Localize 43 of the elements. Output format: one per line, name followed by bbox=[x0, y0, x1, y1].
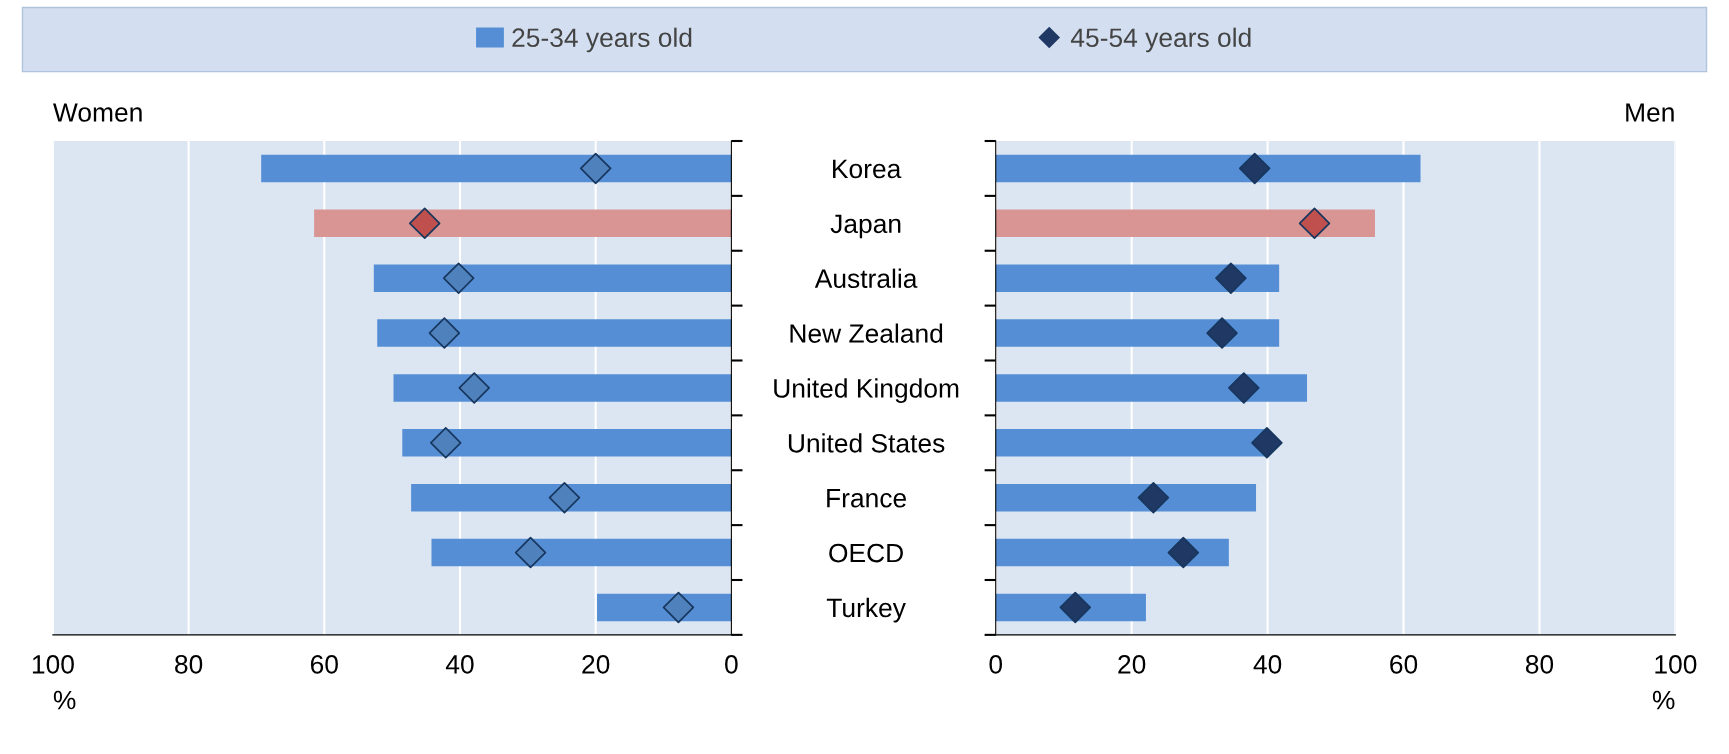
bar bbox=[995, 374, 1308, 402]
x-tick-label: 80 bbox=[1525, 655, 1554, 674]
x-tick-label: 40 bbox=[1253, 655, 1282, 674]
y-tick-label: Korea bbox=[833, 159, 902, 179]
x-tick-label: 100 bbox=[32, 655, 74, 674]
x-axis-title: % bbox=[1652, 690, 1675, 710]
bar bbox=[431, 538, 732, 567]
y-tick-label: Turkey bbox=[826, 597, 906, 623]
y-tick-label: Australia bbox=[814, 268, 918, 289]
x-tick-label: 100 bbox=[1655, 655, 1697, 674]
bar bbox=[377, 319, 732, 347]
y-tick-label: Japan bbox=[830, 214, 901, 239]
bar bbox=[995, 429, 1267, 457]
y-tick-label: United States bbox=[788, 433, 945, 453]
x-tick-label: 0 bbox=[725, 655, 738, 674]
chart-title: Men bbox=[1626, 103, 1674, 122]
chart-title: Women bbox=[53, 103, 142, 122]
bar bbox=[261, 154, 732, 183]
x-tick-label: 40 bbox=[445, 655, 474, 674]
y-tick-label: New Zealand bbox=[790, 323, 943, 343]
legend-label: 25-34 years old bbox=[512, 27, 692, 53]
bar bbox=[314, 209, 732, 238]
bar bbox=[995, 154, 1421, 183]
bar bbox=[995, 209, 1375, 238]
x-tick-label: 60 bbox=[1390, 655, 1418, 674]
bar bbox=[393, 374, 732, 402]
bar bbox=[373, 264, 732, 292]
bar bbox=[411, 483, 732, 512]
x-axis-title: % bbox=[53, 690, 76, 710]
bar bbox=[995, 319, 1280, 347]
y-tick-label: United Kingdom bbox=[774, 378, 959, 403]
bar bbox=[995, 538, 1229, 567]
legend-label: 45-54 years old bbox=[1070, 27, 1251, 53]
y-tick-label: OECD bbox=[829, 543, 903, 563]
y-tick-label: France bbox=[827, 489, 906, 508]
bar bbox=[995, 483, 1257, 512]
x-tick-label: 20 bbox=[1118, 655, 1146, 674]
x-tick-label: 20 bbox=[582, 655, 610, 674]
bar bbox=[402, 429, 732, 457]
x-tick-label: 60 bbox=[310, 655, 338, 674]
x-tick-label: 80 bbox=[175, 655, 203, 674]
x-tick-label: 0 bbox=[989, 655, 1003, 674]
bar bbox=[995, 264, 1280, 292]
